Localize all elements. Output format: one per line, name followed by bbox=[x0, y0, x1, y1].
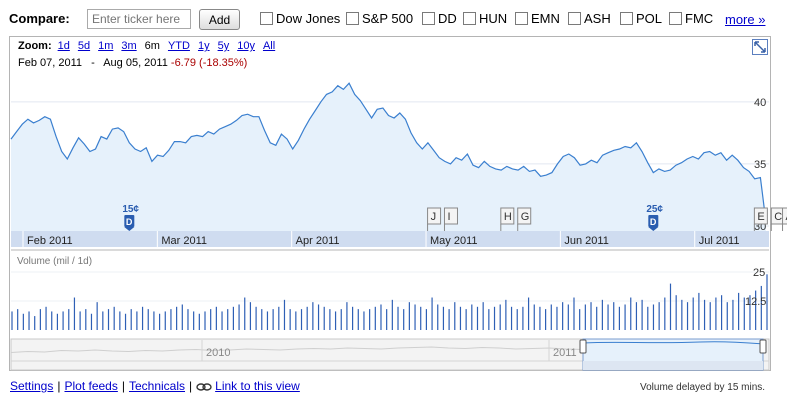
news-flag bbox=[782, 207, 787, 225]
compare-checkbox-sp500[interactable]: S&P 500 bbox=[346, 11, 413, 26]
news-flag-letter: I bbox=[447, 211, 450, 223]
volume-tick-label: 12.5 bbox=[745, 296, 766, 308]
footer-links: Settings | Plot feeds | Technicals | Link to t… bbox=[10, 379, 300, 393]
news-flag bbox=[753, 207, 768, 225]
compare-checkbox-fmc[interactable]: FMC bbox=[669, 11, 713, 26]
settings-link[interactable]: Settings bbox=[10, 379, 54, 393]
dividend-amount-label: 25¢ bbox=[646, 204, 663, 215]
technicals-link[interactable]: Technicals bbox=[128, 379, 186, 393]
news-flag bbox=[517, 207, 532, 225]
link-chain-icon bbox=[196, 383, 212, 391]
overview-navigator[interactable]: 2010 2011 bbox=[10, 338, 770, 371]
compare-checkbox-dd[interactable]: DD bbox=[422, 11, 457, 26]
dividend-marker bbox=[648, 215, 659, 227]
dividend-marker bbox=[124, 215, 135, 227]
date-range: Feb 07, 2011 - Aug 05, 2011 -6.79 (-18.3… bbox=[18, 57, 247, 69]
plot-feeds-link[interactable]: Plot feeds bbox=[64, 379, 118, 393]
overview-selection-strip bbox=[583, 361, 763, 370]
zoom-10y[interactable]: 10y bbox=[237, 40, 255, 52]
event-markers: 15¢ D 25¢ D JI HG ECA bbox=[122, 204, 787, 231]
dividend-letter: D bbox=[650, 217, 657, 227]
news-flag bbox=[500, 207, 515, 225]
overview-year-label: 2011 bbox=[553, 347, 577, 359]
month-label: Mar 2011 bbox=[161, 235, 207, 247]
dividend-letter: D bbox=[126, 217, 133, 227]
compare-label: Compare: bbox=[9, 11, 70, 26]
zoom-1m[interactable]: 1m bbox=[98, 40, 114, 52]
zoom-6m-selected: 6m bbox=[144, 40, 160, 52]
compare-checkbox-emn[interactable]: EMN bbox=[515, 11, 560, 26]
add-button[interactable]: Add bbox=[199, 9, 240, 30]
price-tick-label: 40 bbox=[754, 97, 766, 109]
checkbox-icon[interactable] bbox=[568, 12, 581, 25]
volume-tick-label: 25 bbox=[753, 267, 765, 279]
news-flag-letter: C bbox=[774, 211, 782, 223]
month-label: May 2011 bbox=[430, 235, 478, 247]
range-end: Aug 05, 2011 bbox=[103, 57, 168, 69]
expand-icon bbox=[754, 41, 766, 53]
news-flag-letter: G bbox=[521, 211, 530, 223]
compare-checkbox-dow-jones[interactable]: Dow Jones bbox=[260, 11, 340, 26]
compare-checkbox-pol[interactable]: POL bbox=[620, 11, 662, 26]
news-flag-letter: A bbox=[786, 211, 787, 223]
dividend-pointer-icon bbox=[124, 227, 135, 231]
compare-checkbox-hun[interactable]: HUN bbox=[463, 11, 507, 26]
overview-selected-line bbox=[582, 341, 764, 345]
volume-delay-note: Volume delayed by 15 mins. bbox=[640, 382, 766, 393]
news-flag-letter: E bbox=[757, 211, 764, 223]
checkbox-icon[interactable] bbox=[515, 12, 528, 25]
volume-axis: 12.5 25 bbox=[745, 267, 766, 308]
dividend-pointer-icon bbox=[648, 227, 659, 231]
month-axis-bar bbox=[11, 231, 769, 247]
month-label: Feb 2011 bbox=[27, 235, 73, 247]
checkbox-icon[interactable] bbox=[463, 12, 476, 25]
volume-bars bbox=[11, 274, 768, 330]
news-flag bbox=[427, 207, 442, 225]
checkbox-icon[interactable] bbox=[620, 12, 633, 25]
volume-gridlines bbox=[11, 271, 769, 302]
volume-label: Volume (mil / 1d) bbox=[17, 256, 92, 267]
price-tick-label: 35 bbox=[754, 159, 766, 171]
zoom-label: Zoom: bbox=[18, 40, 52, 52]
zoom-5y[interactable]: 5y bbox=[217, 40, 230, 52]
checkbox-icon[interactable] bbox=[346, 12, 359, 25]
range-drag-handle[interactable] bbox=[759, 339, 767, 354]
news-flag bbox=[443, 207, 458, 225]
overview-history-line bbox=[10, 346, 584, 353]
link-to-view-link[interactable]: Link to this view bbox=[215, 379, 300, 393]
compare-checkbox-ash[interactable]: ASH bbox=[568, 11, 611, 26]
more-link[interactable]: more » bbox=[725, 12, 766, 27]
ticker-input[interactable] bbox=[87, 9, 191, 29]
zoom-ytd[interactable]: YTD bbox=[167, 40, 190, 52]
checkbox-icon[interactable] bbox=[260, 12, 273, 25]
month-label: Apr 2011 bbox=[296, 235, 340, 247]
zoom-3m[interactable]: 3m bbox=[121, 40, 137, 52]
news-flag-letter: J bbox=[431, 211, 437, 223]
news-flag-letter: H bbox=[504, 211, 512, 223]
zoom-all[interactable]: All bbox=[262, 40, 276, 52]
compare-bar: Compare: Add Dow Jones S&P 500 DD HUN EM… bbox=[0, 0, 787, 38]
range-change: -6.79 (-18.35%) bbox=[170, 57, 248, 69]
dividend-amount-label: 15¢ bbox=[122, 204, 139, 215]
checkbox-icon[interactable] bbox=[669, 12, 682, 25]
range-dash: - bbox=[91, 57, 95, 69]
zoom-row: Zoom: 1d 5d 1m 3m 6m YTD 1y 5y 10y All bbox=[18, 40, 283, 52]
zoom-1d[interactable]: 1d bbox=[57, 40, 70, 52]
month-axis: Feb 2011 Mar 2011 Apr 2011 May 2011 Jun 2011… bbox=[22, 231, 740, 247]
expand-chart-button[interactable] bbox=[752, 39, 768, 55]
checkbox-icon[interactable] bbox=[422, 12, 435, 25]
range-drag-handle[interactable] bbox=[579, 339, 587, 354]
zoom-1y[interactable]: 1y bbox=[197, 40, 210, 52]
range-start: Feb 07, 2011 bbox=[18, 57, 83, 69]
price-area bbox=[11, 83, 766, 231]
zoom-5d[interactable]: 5d bbox=[77, 40, 91, 52]
price-line bbox=[10, 82, 767, 223]
month-label: Jun 2011 bbox=[564, 235, 608, 247]
month-label: Jul 2011 bbox=[699, 235, 740, 247]
overview-year-label: 2010 bbox=[206, 347, 230, 359]
